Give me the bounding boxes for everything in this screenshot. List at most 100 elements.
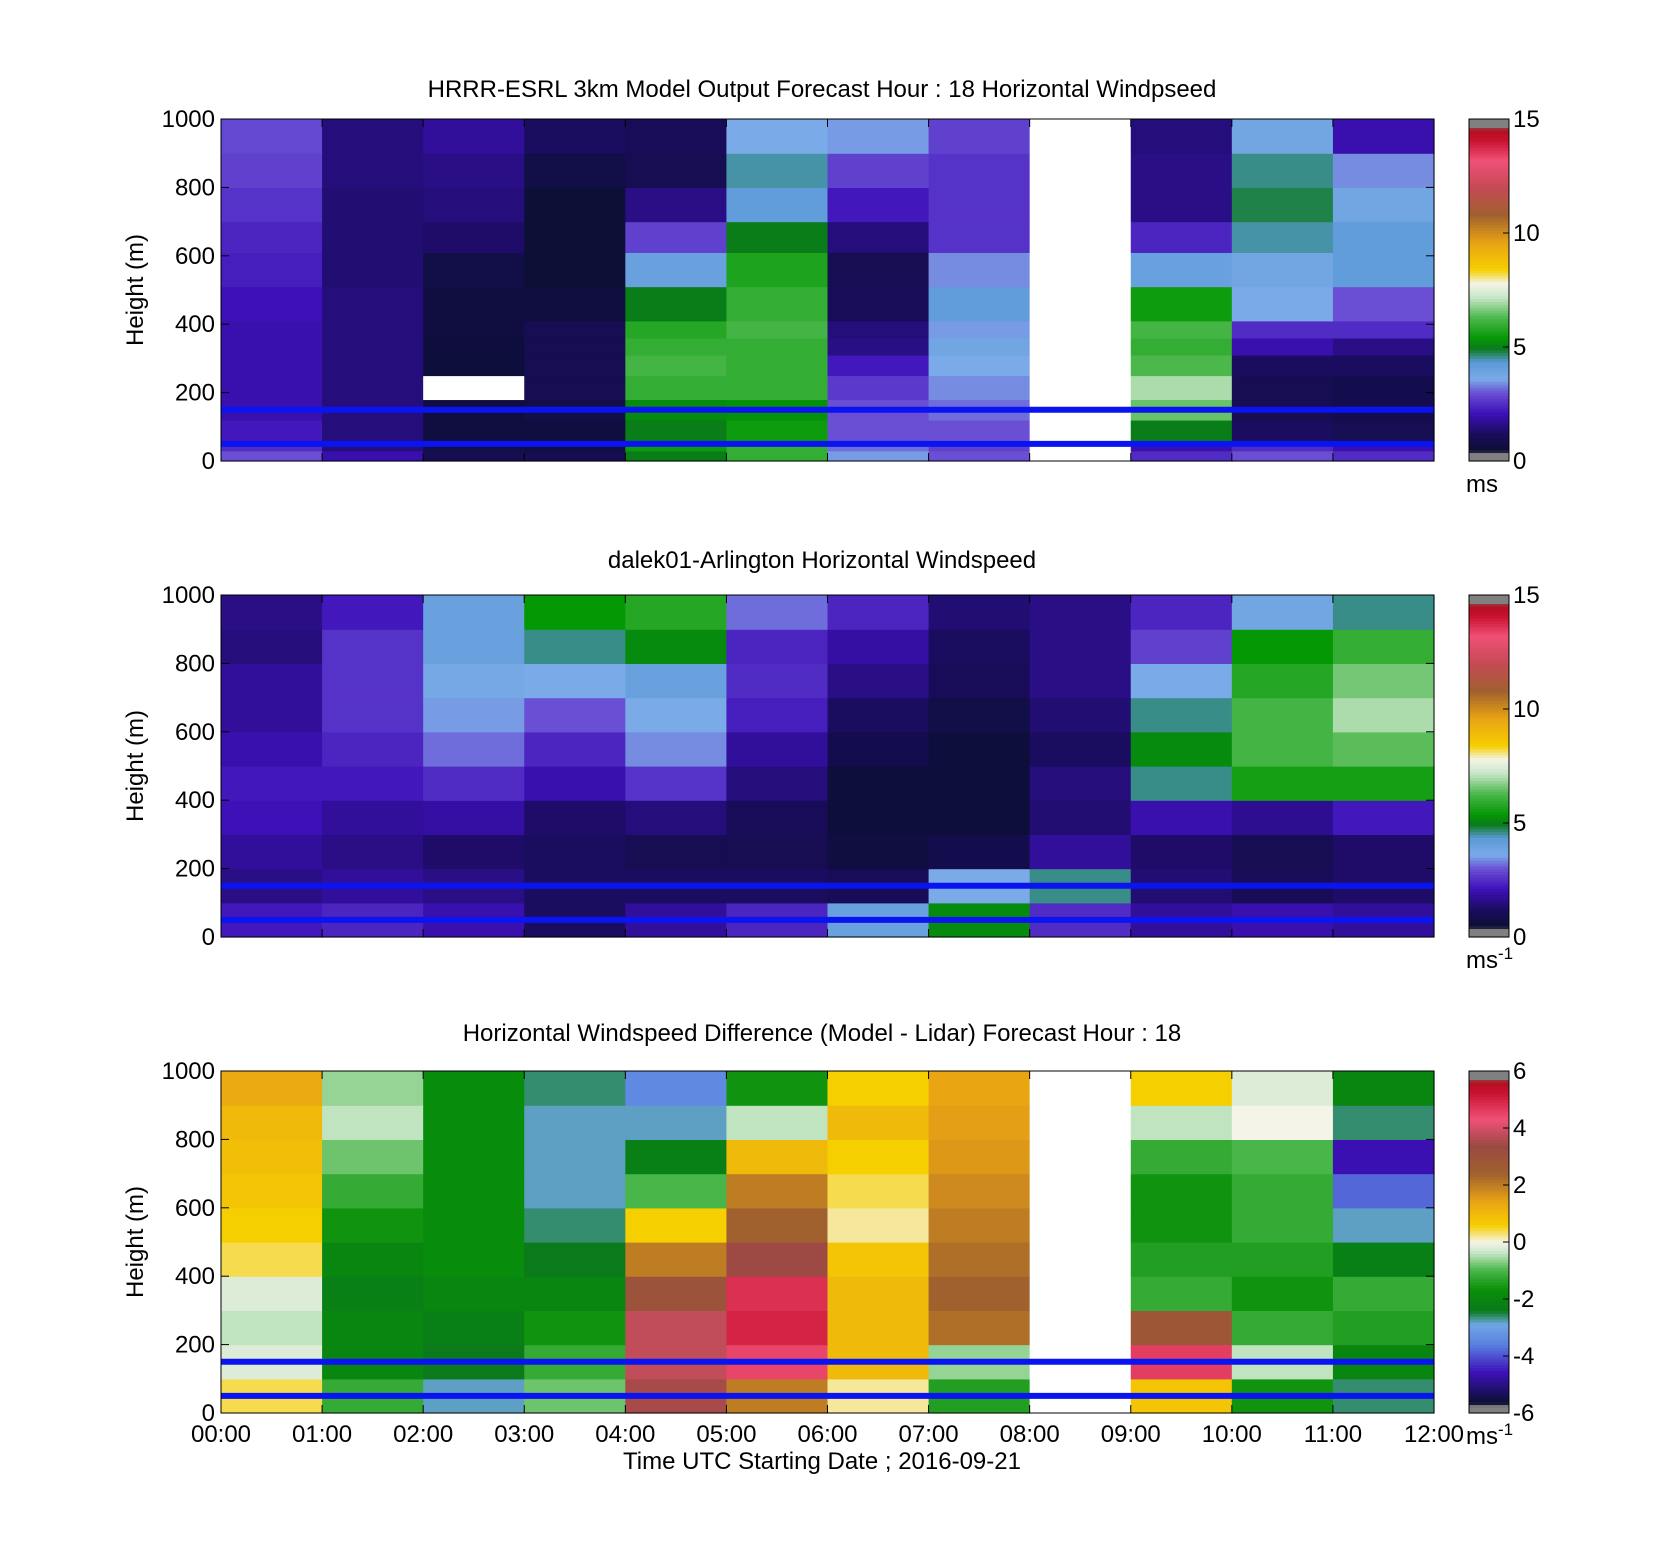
colorbar-segment (1469, 734, 1509, 739)
heatmap-cell (322, 119, 424, 154)
colorbar-segment (1469, 233, 1509, 237)
colorbar-segment (1469, 914, 1509, 918)
colorbar-segment (1469, 389, 1509, 394)
colorbar-segment (1469, 669, 1509, 673)
colorbar-segment (1469, 1088, 1509, 1092)
heatmap-cell (625, 800, 728, 835)
heatmap-cell (1332, 663, 1435, 699)
heatmap-cell (524, 1071, 626, 1106)
heatmap-cell (827, 1139, 930, 1175)
heatmap-cell (827, 766, 930, 801)
colorbar-segment (1469, 623, 1509, 627)
heatmap-cell (423, 119, 525, 154)
colorbar-segment (1469, 176, 1509, 180)
heatmap-cell (524, 697, 626, 733)
heatmap-cell (1130, 252, 1233, 288)
colorbar-segment (1469, 1227, 1509, 1232)
colorbar-segment (1469, 1410, 1509, 1414)
colorbar-segment (1469, 674, 1509, 679)
heatmap-cell (1130, 629, 1233, 664)
colorbar-segment (1469, 1156, 1509, 1160)
heatmap-cell (322, 354, 424, 377)
heatmap-cell (827, 1071, 930, 1106)
colorbar-segment (1469, 198, 1509, 203)
heatmap-cell (1332, 1242, 1435, 1277)
heatmap-cell (423, 221, 525, 253)
heatmap-cell (625, 252, 728, 288)
colorbar-segment (1469, 1256, 1509, 1260)
colorbar-segment (1469, 404, 1509, 408)
colorbar-segment (1469, 281, 1509, 285)
colorbar-segment (1469, 1264, 1509, 1269)
colorbar-segment (1469, 1301, 1509, 1306)
heatmap-cell (322, 731, 424, 767)
heatmap-cell (625, 337, 728, 356)
heatmap-cell (1231, 1071, 1334, 1106)
heatmap-cell (726, 1242, 829, 1277)
y-tick-label: 800 (175, 650, 215, 677)
heatmap-cell (524, 800, 626, 835)
colorbar-segment (1469, 1290, 1509, 1294)
colorbar-segment (1469, 811, 1509, 816)
colorbar-segment (1469, 1179, 1509, 1183)
colorbar-segment (1469, 401, 1509, 405)
heatmap-cell (827, 153, 930, 188)
heatmap-cell (625, 1310, 728, 1346)
colorbar-segment (1469, 378, 1509, 382)
heatmap-cell (1130, 1207, 1233, 1243)
colorbar-segment (1469, 1136, 1509, 1140)
heatmap-cell (827, 419, 930, 442)
colorbar-unit-exponent: -1 (1498, 1420, 1513, 1439)
colorbar-segment (1469, 1153, 1509, 1158)
heatmap-cell (928, 1276, 1031, 1311)
colorbar-segment (1469, 706, 1509, 710)
colorbar-segment (1469, 1307, 1509, 1311)
colorbar-frame (1468, 118, 1510, 462)
colorbar-segment (1469, 771, 1509, 776)
heatmap-cell (322, 1139, 424, 1175)
colorbar-segment (1469, 612, 1509, 616)
colorbar-segment (1469, 666, 1509, 670)
colorbar-segment (1469, 840, 1509, 844)
colorbar-segment (1469, 1190, 1509, 1195)
heatmap-cell (423, 731, 525, 767)
heatmap-cell (1130, 834, 1233, 870)
colorbar-segment (1469, 763, 1509, 767)
colorbar-segment (1469, 1099, 1509, 1103)
colorbar-segment (1469, 1145, 1509, 1149)
heatmap-cell (423, 354, 525, 377)
colorbar-segment (1469, 740, 1509, 744)
heatmap-cell (1029, 1310, 1132, 1346)
heatmap-cell (322, 1242, 424, 1277)
colorbar-segment (1469, 1247, 1509, 1252)
heatmap-cell (423, 1173, 525, 1209)
heatmap-cell (221, 629, 323, 664)
colorbar-segment (1469, 443, 1509, 448)
colorbar-segment (1469, 1139, 1509, 1143)
colorbar-segment (1469, 891, 1509, 895)
colorbar-segment (1469, 255, 1509, 260)
heatmap-cell (1332, 766, 1435, 801)
heatmap-cell (221, 800, 323, 835)
heatmap-cell (827, 375, 930, 401)
colorbar-segment (1469, 1213, 1509, 1217)
colorbar-segment (1469, 700, 1509, 704)
colorbar-segment (1469, 911, 1509, 915)
heatmap-cell (1130, 221, 1233, 253)
colorbar-segment (1469, 717, 1509, 721)
heatmap-cell (221, 354, 323, 377)
colorbar-segment (1469, 632, 1509, 636)
colorbar-segment (1469, 395, 1509, 399)
colorbar-segment (1469, 421, 1509, 425)
colorbar-segment (1469, 1310, 1509, 1314)
heatmap-cell (1332, 419, 1435, 442)
heatmap-cell (928, 354, 1031, 377)
colorbar-segment (1469, 1119, 1509, 1123)
heatmap-cell (1231, 375, 1334, 401)
colorbar-segment (1469, 1142, 1509, 1146)
colorbar-segment (1469, 298, 1509, 302)
heatmap-cell (625, 375, 728, 401)
colorbar-tick-label: 6 (1513, 1058, 1526, 1085)
colorbar-segment (1469, 882, 1509, 887)
panel-title: Horizontal Windspeed Difference (Model -… (463, 1020, 1182, 1047)
